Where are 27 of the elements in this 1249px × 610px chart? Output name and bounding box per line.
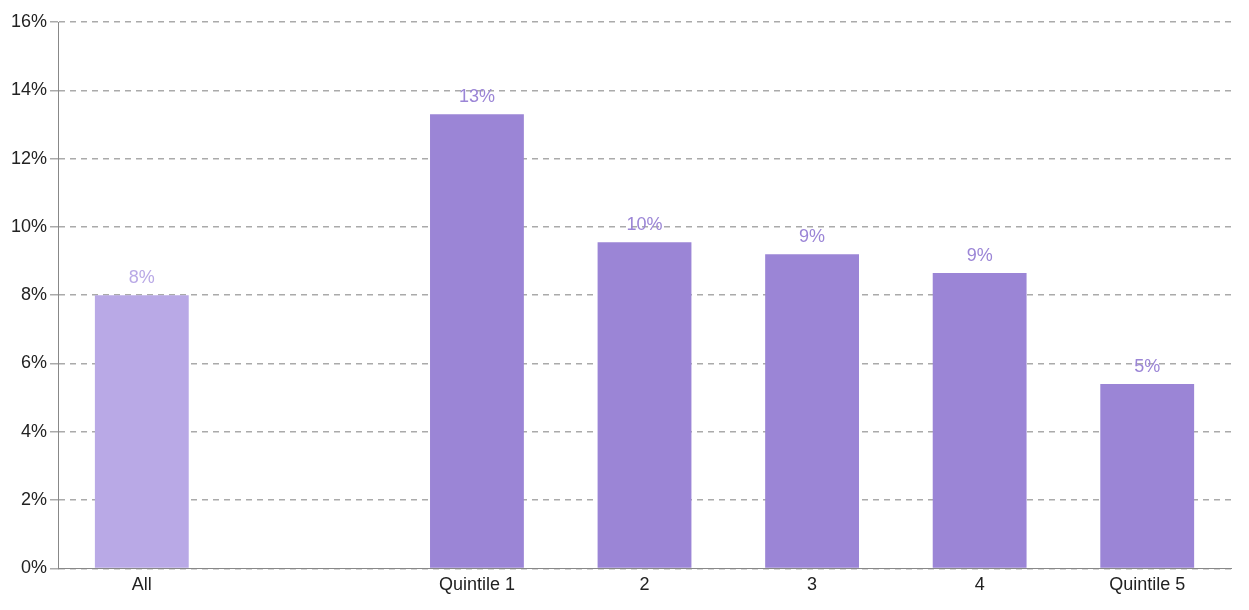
y-tick-label: 4% [21,420,48,441]
x-tick-label: 4 [974,574,985,595]
bar [430,114,524,568]
data-label: 9% [799,226,826,247]
y-tick-label: 12% [11,147,48,168]
x-tick-label: All [131,574,152,595]
x-tick-label: Quintile 5 [1109,574,1186,595]
data-label: 13% [458,86,495,107]
y-tick-label: 6% [21,352,48,373]
bar [94,295,189,568]
y-tick-label: 8% [21,284,48,305]
x-tick-label: Quintile 1 [438,574,515,595]
bar [1100,383,1195,568]
y-tick-label: 16% [11,10,48,31]
y-tick-label: 14% [11,79,48,100]
x-tick-label: 2 [639,574,650,595]
bar [765,254,859,568]
x-tick-label: 3 [807,574,818,595]
data-label: 5% [1134,355,1161,376]
y-tick-label: 2% [21,489,48,510]
data-label: 8% [128,267,155,288]
y-tick-label: 0% [21,557,48,578]
data-label: 9% [966,244,993,265]
bar [932,273,1027,568]
bar [597,242,692,568]
y-tick-label: 10% [11,215,48,236]
data-label: 10% [626,214,663,235]
